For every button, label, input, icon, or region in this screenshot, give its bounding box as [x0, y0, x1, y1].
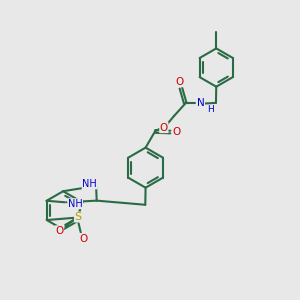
- Text: O: O: [173, 127, 181, 137]
- Text: NH: NH: [82, 179, 97, 189]
- Text: H: H: [207, 106, 213, 115]
- Text: S: S: [74, 212, 82, 222]
- Text: N: N: [197, 98, 205, 109]
- Text: O: O: [56, 226, 64, 236]
- Text: O: O: [79, 234, 87, 244]
- Text: O: O: [160, 123, 168, 133]
- Text: NH: NH: [68, 199, 82, 209]
- Text: O: O: [175, 77, 184, 87]
